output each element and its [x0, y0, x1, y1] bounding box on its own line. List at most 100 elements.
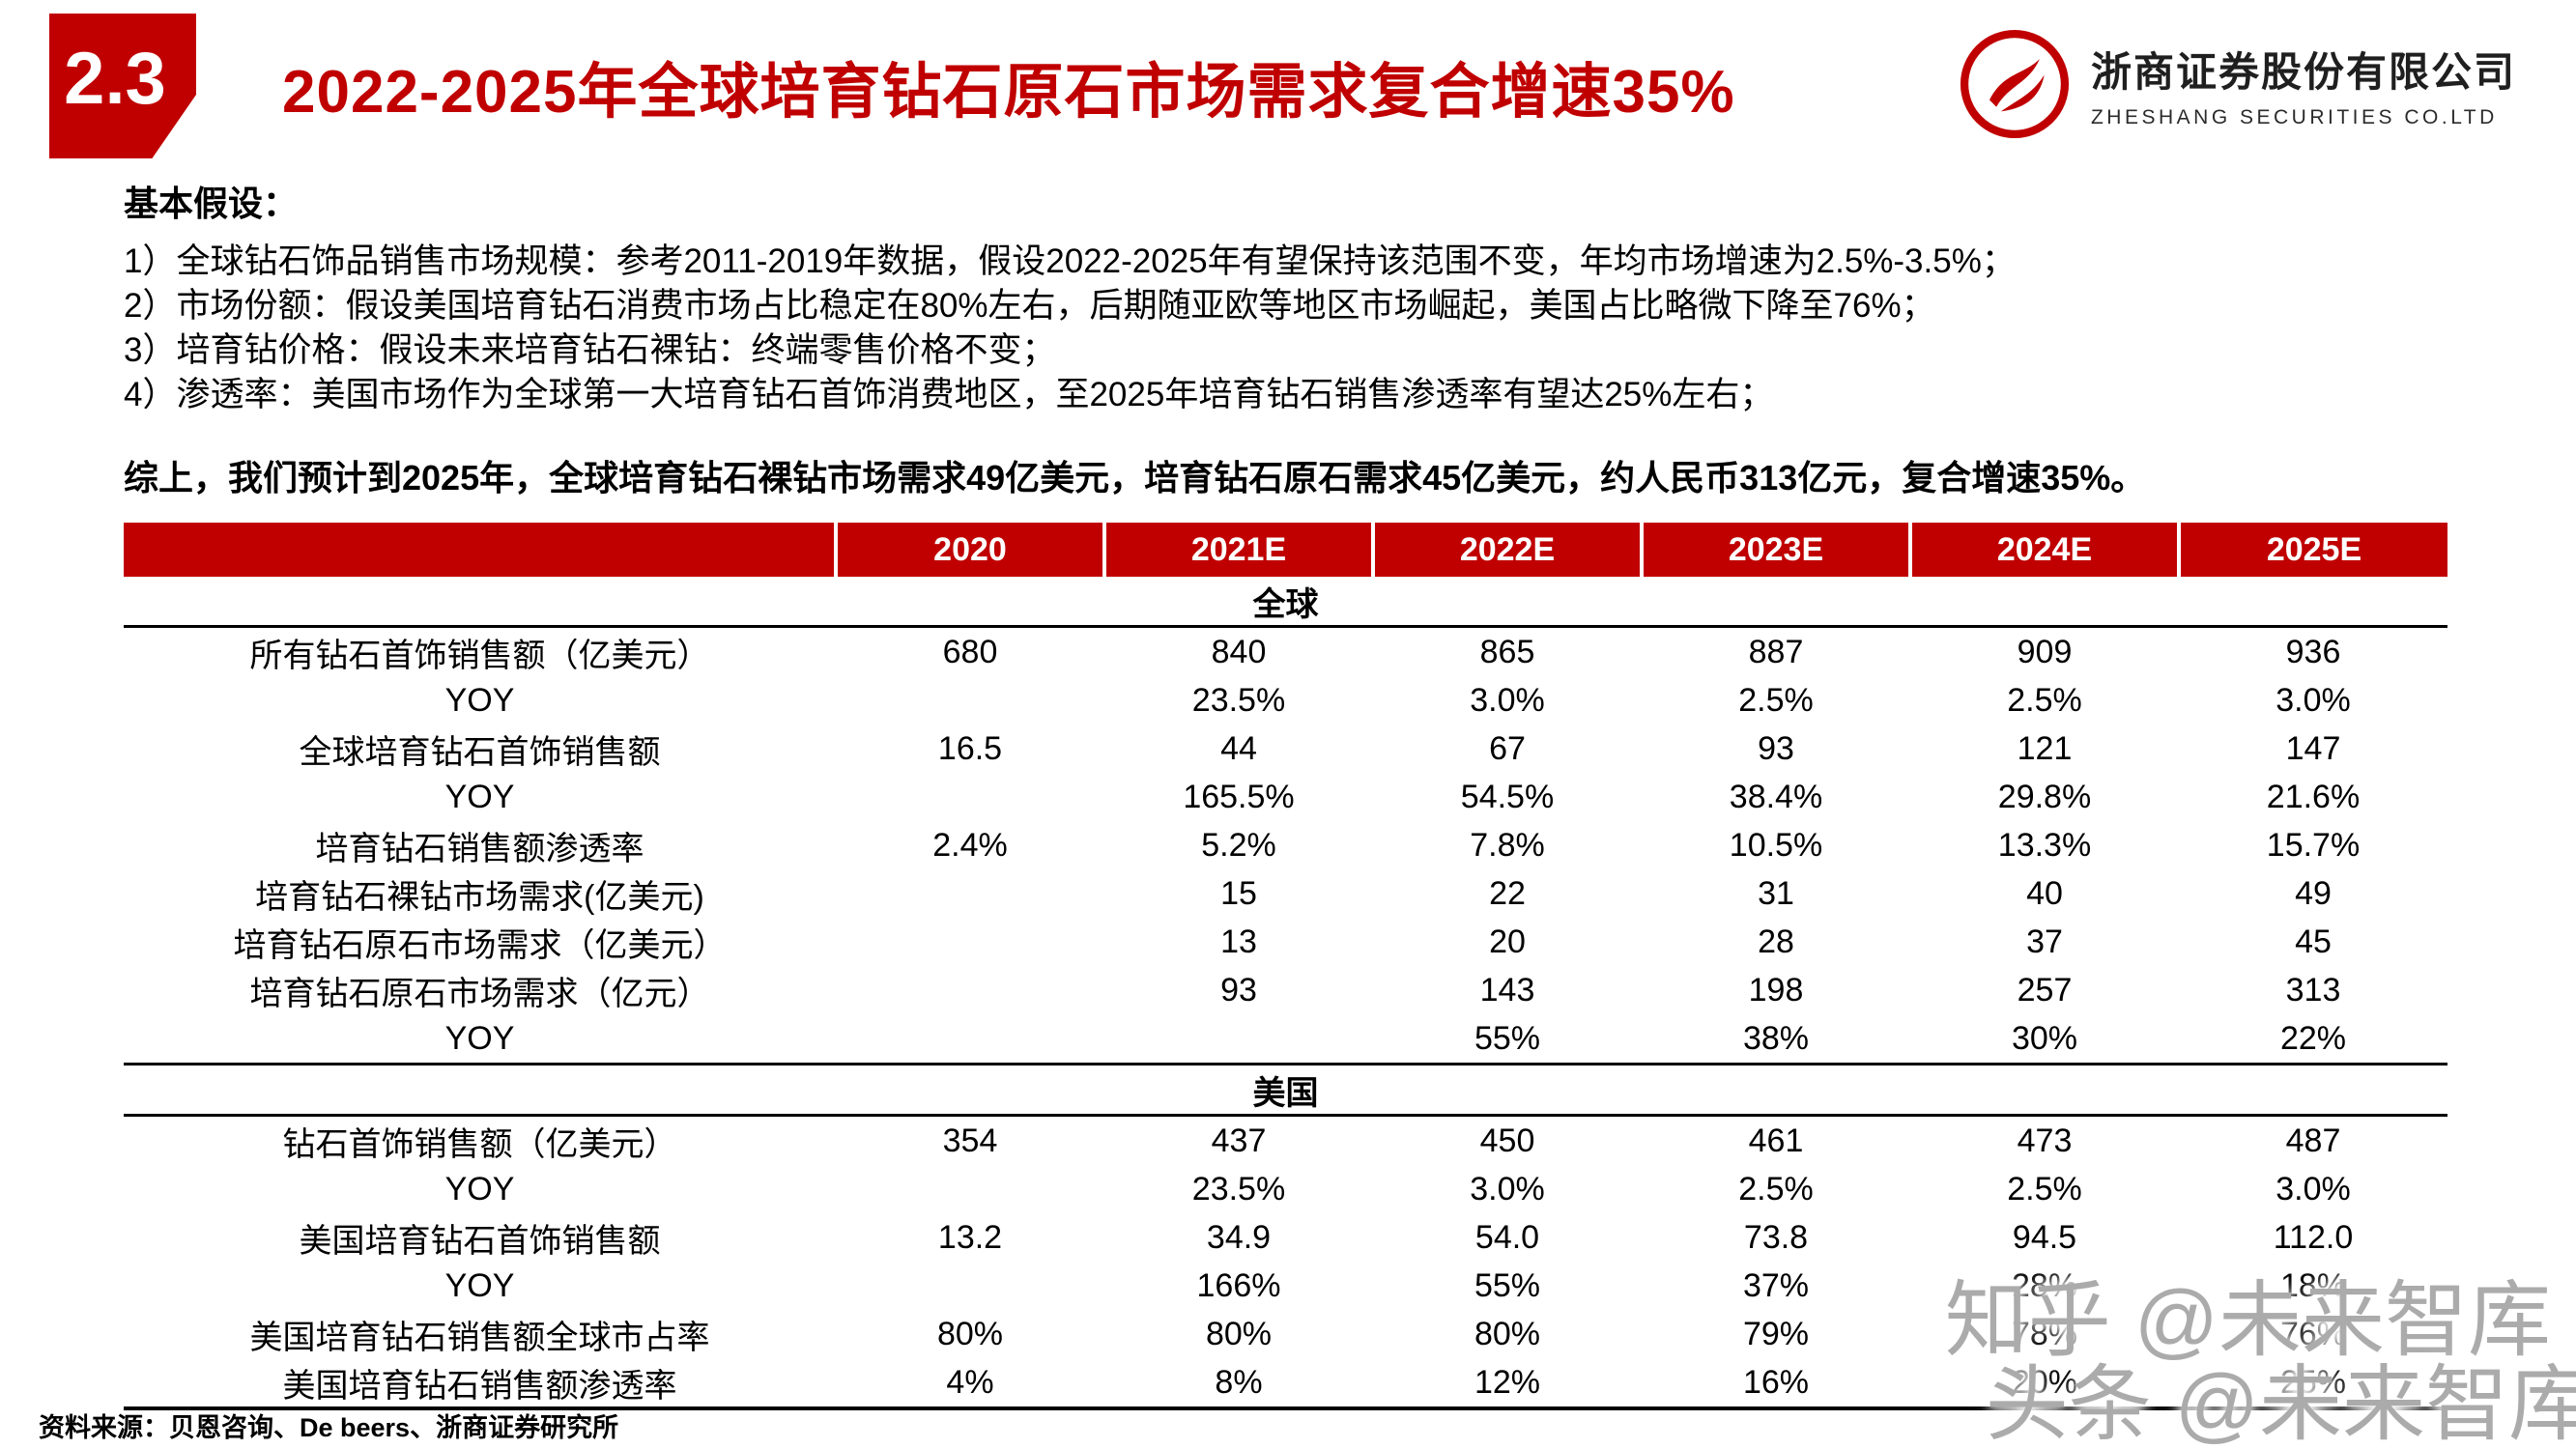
assumptions-block: 基本假设： 1）全球钻石饰品销售市场规模：参考2011-2019年数据，假设20… [124, 176, 2501, 500]
company-name-cn: 浙商证券股份有限公司 [2090, 48, 2516, 95]
table-header-2021E: 2021E [1102, 523, 1373, 577]
cell-value: 28 [1758, 923, 1794, 960]
assumptions-list: 1）全球钻石饰品销售市场规模：参考2011-2019年数据，假设2022-202… [124, 240, 2501, 417]
cell-value: 887 [1748, 633, 1804, 670]
cell-value: 22% [2179, 1014, 2447, 1065]
table-header-2025E: 2025E [2177, 523, 2447, 577]
table-row: 美国培育钻石销售额全球市占率 80% 80% 80% 79% 78% 76% [124, 1310, 2447, 1358]
table-row: YOY 55% 38% 30% 22% [124, 1014, 2447, 1065]
row-label: 全球培育钻石首饰销售额 [299, 733, 661, 771]
page-title: 2022-2025年全球培育钻石原石市场需求复合增速35% [282, 59, 1735, 126]
cell-value: 94.5 [2012, 1218, 2077, 1256]
cell-value: 54.5% [1460, 778, 1555, 815]
table-row: 培育钻石原石市场需求（亿美元） 13 20 28 37 45 [124, 918, 2447, 966]
table-section-美国: 美国 钻石首饰销售额（亿美元） 354 437 450 461 473 487 YOY 23.5%… [124, 1064, 2447, 1409]
cell-value: 2.5% [1738, 1170, 1814, 1208]
zheshang-logo-icon [1960, 29, 2070, 139]
cell-value: 20 [1489, 923, 1526, 960]
cell-value: 78% [2011, 1315, 2078, 1352]
cell-value: 166% [1196, 1266, 1281, 1304]
cell-value: 37% [1742, 1266, 1810, 1304]
cell-value: 31 [1758, 874, 1794, 912]
table-row: 美国培育钻石销售额渗透率 4% 8% 12% 16% 20% 25% [124, 1358, 2447, 1408]
cell-value [836, 676, 1104, 724]
zheshang-logo: 浙商证券股份有限公司 ZHESHANG SECURITIES CO.LTD [1958, 27, 2516, 141]
row-label: 美国培育钻石首饰销售额 [299, 1222, 661, 1260]
cell-value: 38.4% [1729, 778, 1823, 815]
cell-value [1104, 1014, 1373, 1065]
section-number-badge: 2.3 [49, 14, 196, 158]
cell-value: 461 [1748, 1122, 1804, 1159]
cell-value [836, 1014, 1104, 1065]
cell-value: 30% [1910, 1014, 2179, 1065]
table-header-2023E: 2023E [1640, 523, 1910, 577]
cell-value: 354 [942, 1122, 998, 1159]
assumptions-heading: 基本假设： [124, 184, 299, 223]
table-row: YOY 23.5% 3.0% 2.5% 2.5% 3.0% [124, 676, 2447, 724]
row-label: YOY [444, 1266, 515, 1304]
cell-value: 45 [2295, 923, 2332, 960]
table-section-title: 全球 [124, 577, 2447, 628]
cell-value: 4% [946, 1363, 994, 1401]
table-header-label [124, 523, 836, 577]
table-row: YOY 166% 55% 37% 28% 18% [124, 1262, 2447, 1310]
table-section-title: 美国 [124, 1064, 2447, 1117]
table-row: 培育钻石销售额渗透率 2.4% 5.2% 7.8% 10.5% 13.3% 15.7% [124, 821, 2447, 869]
table-row: 美国培育钻石首饰销售额 13.2 34.9 54.0 73.8 94.5 112.0 [124, 1213, 2447, 1262]
row-label: YOY [444, 778, 515, 815]
cell-value: 143 [1479, 971, 1535, 1009]
section-title-row: 全球 [124, 577, 2447, 628]
cell-value: 73.8 [1743, 1218, 1809, 1256]
table-row: 培育钻石裸钻市场需求(亿美元) 15 22 31 40 49 [124, 869, 2447, 918]
cell-value: 680 [942, 633, 998, 670]
cell-value: 80% [1205, 1315, 1273, 1352]
cell-value: 7.8% [1470, 826, 1545, 864]
cell-value: 76% [2279, 1315, 2347, 1352]
cell-value: 2.5% [2007, 681, 2082, 719]
cell-value: 3.0% [1470, 681, 1545, 719]
assumption-item-3: 3）培育钻价格：假设未来培育钻石裸钻：终端零售价格不变； [124, 331, 1056, 369]
cell-value [836, 966, 1104, 1014]
cell-value: 13 [1220, 923, 1257, 960]
cell-value: 49 [2295, 874, 2332, 912]
cell-value: 198 [1748, 971, 1804, 1009]
cell-value: 257 [2017, 971, 2073, 1009]
cell-value: 13.2 [937, 1218, 1003, 1256]
table-row: YOY 165.5% 54.5% 38.4% 29.8% 21.6% [124, 773, 2447, 821]
assumption-item-4: 4）渗透率：美国市场作为全球第一大培育钻石首饰消费地区，至2025年培育钻石销售… [124, 376, 1774, 413]
row-label: YOY [444, 1170, 515, 1208]
table-row: YOY 23.5% 3.0% 2.5% 2.5% 3.0% [124, 1165, 2447, 1213]
cell-value: 37 [2026, 923, 2063, 960]
cell-value: 450 [1479, 1122, 1535, 1159]
row-label: 培育钻石原石市场需求（亿美元） [233, 926, 727, 964]
assumption-item-2: 2）市场份额：假设美国培育钻石消费市场占比稳定在80%左右，后期随亚欧等地区市场… [124, 287, 1935, 325]
table-row: 培育钻石原石市场需求（亿元） 93 143 198 257 313 [124, 966, 2447, 1014]
table-row: 所有钻石首饰销售额（亿美元） 680 840 865 887 909 936 [124, 627, 2447, 677]
cell-value: 10.5% [1729, 826, 1823, 864]
source-note: 资料来源：贝恩咨询、De beers、浙商证券研究所 [39, 1413, 619, 1442]
row-label: 所有钻石首饰销售额（亿美元） [249, 637, 710, 674]
cell-value: 112.0 [2273, 1218, 2354, 1256]
cell-value: 487 [2285, 1122, 2341, 1159]
cell-value: 93 [1758, 729, 1794, 767]
cell-value: 79% [1742, 1315, 1810, 1352]
cell-value [836, 1165, 1104, 1213]
cell-value: 18% [2279, 1266, 2347, 1304]
cell-value: 3.0% [2275, 1170, 2351, 1208]
section-title-row: 美国 [124, 1064, 2447, 1117]
cell-value: 16.5 [937, 729, 1003, 767]
cell-value: 21.6% [2266, 778, 2361, 815]
cell-value: 25% [2279, 1363, 2347, 1401]
table-row: 钻石首饰销售额（亿美元） 354 437 450 461 473 487 [124, 1116, 2447, 1166]
cell-value: 28% [2011, 1266, 2078, 1304]
cell-value: 16% [1742, 1363, 1810, 1401]
demand-table: 2020 2021E 2022E 2023E 2024E 2025E 全球 所有钻石首饰销售额… [124, 523, 2447, 1410]
cell-value: 44 [1220, 729, 1257, 767]
cell-value: 80% [1474, 1315, 1541, 1352]
table-row: 全球培育钻石首饰销售额 16.5 44 67 93 121 147 [124, 724, 2447, 773]
cell-value: 55% [1474, 1266, 1541, 1304]
cell-value: 34.9 [1206, 1218, 1272, 1256]
row-label: 美国培育钻石销售额渗透率 [282, 1367, 677, 1405]
section-number: 2.3 [64, 37, 166, 120]
